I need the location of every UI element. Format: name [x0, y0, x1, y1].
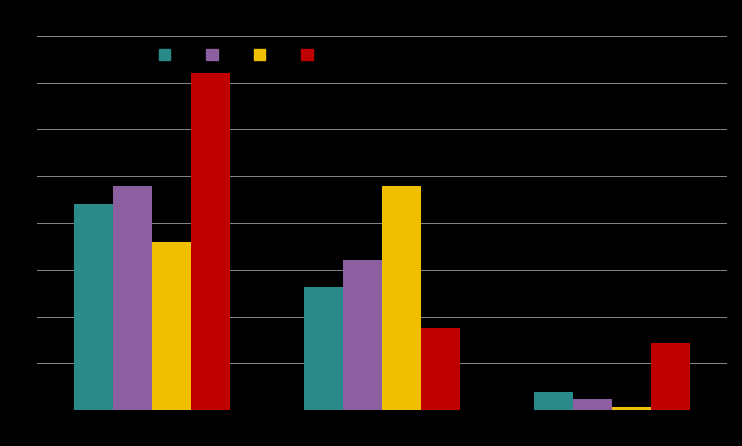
Bar	[191, 73, 230, 410]
Bar	[651, 343, 690, 410]
Bar	[534, 392, 573, 410]
Bar	[343, 260, 382, 410]
Bar	[113, 186, 152, 410]
Bar	[304, 287, 343, 410]
Bar	[612, 407, 651, 410]
Legend: , , , : , , ,	[154, 44, 323, 67]
Bar	[152, 242, 191, 410]
Bar	[382, 186, 421, 410]
Bar	[573, 399, 612, 410]
Bar	[74, 204, 113, 410]
Bar	[421, 328, 460, 410]
